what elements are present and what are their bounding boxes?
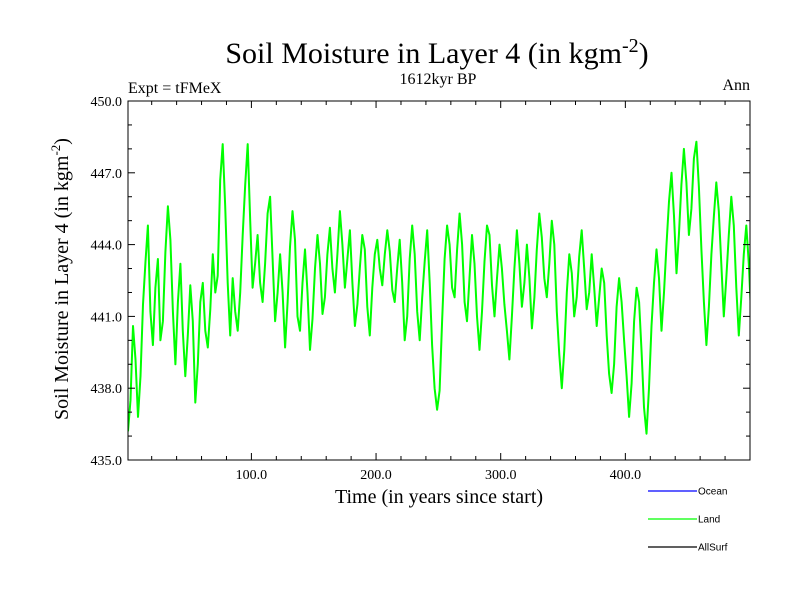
y-tick-label: 441.0 <box>91 310 123 325</box>
experiment-label: Expt = tFMeX <box>128 80 222 97</box>
period-label: 1612kyr BP <box>400 71 477 88</box>
chart-title: Soil Moisture in Layer 4 (in kgm-2) <box>225 35 648 70</box>
y-axis-label: Soil Moisture in Layer 4 (in kgm-2) <box>48 138 73 420</box>
y-tick-label: 444.0 <box>91 239 123 254</box>
x-axis-label: Time (in years since start) <box>335 486 543 508</box>
x-tick-label: 200.0 <box>360 468 392 483</box>
y-tick-label: 435.0 <box>91 454 123 469</box>
x-tick-label: 400.0 <box>610 468 642 483</box>
x-tick-label: 100.0 <box>236 468 268 483</box>
legend: Ocean Land AllSurf <box>648 487 728 554</box>
y-tick-label: 438.0 <box>91 382 123 397</box>
y-tick-label: 447.0 <box>91 167 123 182</box>
plot-frame <box>127 100 751 461</box>
series-line-land <box>128 140 750 435</box>
legend-label-allsurf: AllSurf <box>698 543 728 554</box>
x-tick-label: 300.0 <box>485 468 517 483</box>
season-label: Ann <box>722 77 750 94</box>
legend-label-land: Land <box>698 515 720 526</box>
legend-label-ocean: Ocean <box>698 487 727 498</box>
plot-area: 100.0 200.0 300.0 400.0 435.0 438.0 441.0 444.0… <box>91 95 751 483</box>
y-tick-label: 450.0 <box>91 95 123 110</box>
